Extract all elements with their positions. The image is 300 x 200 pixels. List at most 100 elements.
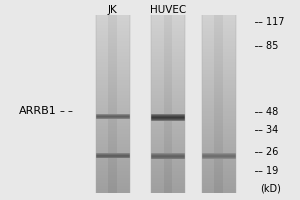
Bar [108,47,117,49]
Bar [95,44,130,46]
Bar [202,41,236,43]
Bar [164,177,172,178]
Bar [202,38,236,40]
Bar [202,171,236,172]
Bar [164,108,172,110]
Bar [151,152,185,153]
Bar [151,32,185,34]
Bar [95,46,130,47]
Bar [95,88,130,89]
Bar [214,58,223,59]
Bar [214,152,223,153]
Bar [164,61,172,62]
Bar [95,175,130,177]
Bar [108,46,117,47]
Bar [108,138,117,140]
Bar [202,180,236,181]
Bar [214,76,223,77]
Bar [108,131,117,132]
Bar [151,80,185,82]
Bar [214,83,223,85]
Bar [214,15,223,16]
Bar [164,180,172,181]
Bar [151,77,185,79]
Bar [214,61,223,62]
Bar [202,132,236,134]
Bar [151,16,185,18]
Bar [95,19,130,21]
Bar [202,134,236,135]
Bar [202,55,236,56]
Bar [151,156,185,157]
Bar [95,119,130,120]
Bar [164,192,172,193]
Bar [151,119,185,120]
Bar [95,159,130,161]
Bar [202,152,236,153]
Bar [108,158,117,159]
Bar [214,98,223,100]
Bar [108,91,117,92]
Bar [202,123,236,125]
Bar [95,134,130,135]
Bar [151,82,185,83]
Bar [95,49,130,50]
Bar [151,113,185,114]
Bar [214,135,223,137]
Bar [95,128,130,129]
Bar [164,37,172,38]
Bar [214,120,223,122]
Bar [95,15,130,16]
Bar [151,104,185,105]
Bar [164,144,172,146]
Bar [164,101,172,102]
Bar [202,155,236,156]
Bar [95,149,130,150]
Bar [151,132,185,134]
Bar [214,70,223,71]
Bar [95,53,130,55]
Bar [95,138,130,140]
Bar [108,181,117,183]
Bar [214,101,223,102]
Bar [95,152,130,153]
Bar [214,158,223,159]
Bar [151,174,185,175]
Bar [95,64,130,65]
Bar [214,24,223,25]
Bar [164,161,172,162]
Bar [108,97,117,98]
Bar [202,131,236,132]
Bar [164,143,172,144]
Bar [202,144,236,146]
Bar [151,61,185,62]
Bar [108,85,117,86]
Bar [202,158,236,159]
Bar [214,116,223,117]
Bar [214,74,223,76]
Bar [108,110,117,111]
Bar [202,150,236,152]
Bar [164,86,172,88]
Bar [164,104,172,105]
Bar [108,116,117,117]
Bar [108,102,117,104]
Bar [214,123,223,125]
Bar [151,108,185,110]
Bar [151,86,185,88]
Bar [108,25,117,27]
Bar [151,50,185,52]
Bar [95,114,130,116]
Bar [151,122,185,123]
Bar [164,146,172,147]
Bar [214,46,223,47]
Bar [202,34,236,35]
Bar [108,167,117,168]
Bar [151,117,185,119]
Bar [95,192,130,193]
Bar [214,128,223,129]
Bar [164,171,172,172]
Bar [164,85,172,86]
Bar [202,159,236,161]
Bar [108,161,117,162]
